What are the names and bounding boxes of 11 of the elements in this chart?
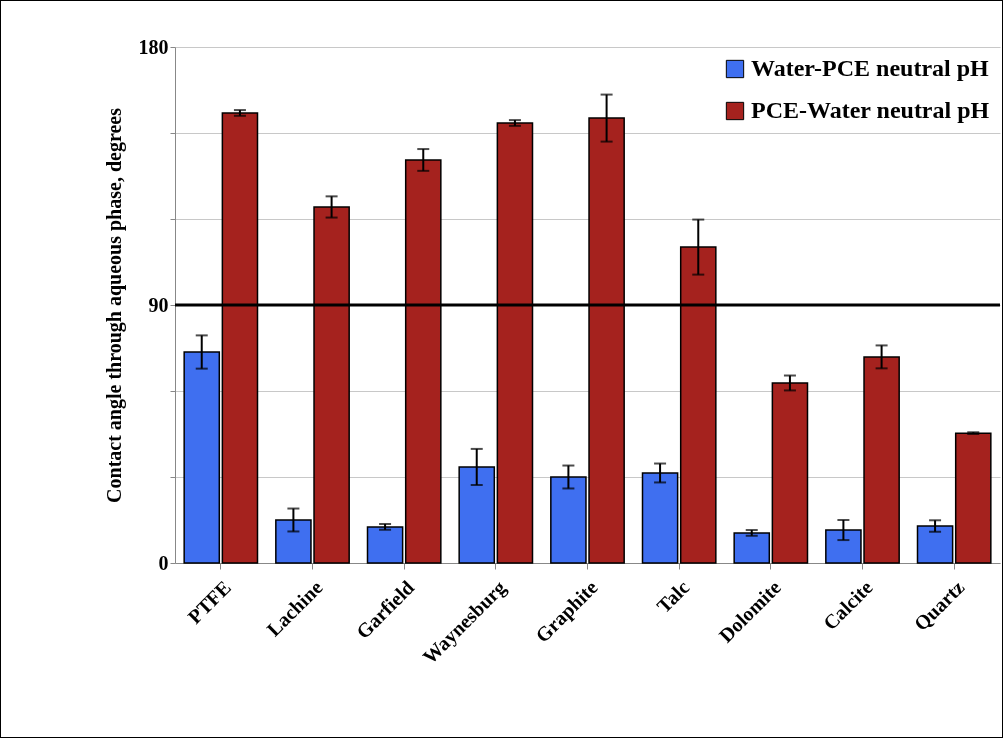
bar [733, 532, 771, 564]
y-tick-label: 0 [158, 551, 169, 574]
bar [916, 525, 954, 564]
y-axis-title: Contact angle through aqueous phase, degrees [102, 107, 126, 503]
legend-label: Water-PCE neutral pH [751, 55, 990, 81]
bar [366, 526, 404, 564]
y-tick-label: 180 [138, 35, 169, 58]
x-tick-label: Talc [652, 576, 694, 618]
y-tick-label: 90 [148, 293, 169, 316]
bar [954, 432, 992, 564]
legend-label: PCE-Water neutral pH [751, 97, 990, 123]
